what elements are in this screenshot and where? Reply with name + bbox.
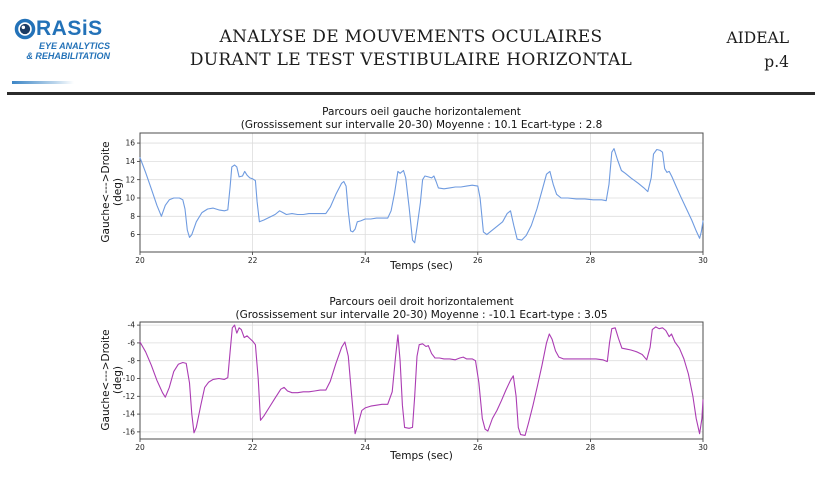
y-tick-label: 16 (125, 139, 135, 148)
eye-logo-icon (14, 18, 36, 40)
y-tick-label: 10 (125, 194, 135, 203)
chart1-xlabel: Temps (sec) (390, 260, 453, 272)
chart2-title-line2: (Grossissement sur intervalle 20-30) Moy… (235, 308, 608, 321)
x-tick-label: 24 (360, 443, 370, 452)
y-tick-label: -6 (128, 339, 136, 348)
orasis-logo: RASiS EYE ANALYTICS & REHABILITATION (14, 18, 114, 61)
x-tick-label: 26 (473, 256, 483, 265)
x-tick-label: 26 (473, 443, 483, 452)
document-title-line1: ANALYSE DE MOUVEMENTS OCULAIRES (219, 27, 603, 47)
logo-tagline-line1: EYE ANALYTICS (38, 41, 110, 51)
x-tick-label: 28 (586, 256, 596, 265)
plot-frame (139, 321, 704, 440)
y-tick-label: -12 (123, 392, 135, 401)
y-tick-label: 14 (125, 157, 135, 166)
y-tick-label: -10 (123, 374, 135, 383)
logo-brand-text: RASiS (36, 17, 103, 40)
y-tick-label: -14 (123, 410, 135, 419)
document-corner: AIDEAL p.4 (726, 26, 789, 74)
y-tick-label: 12 (125, 175, 135, 184)
y-tick-label: -8 (128, 356, 136, 365)
x-tick-label: 22 (248, 256, 258, 265)
x-tick-label: 24 (360, 256, 370, 265)
logo-tagline: EYE ANALYTICS & REHABILITATION (14, 41, 110, 61)
plot-frame (139, 132, 704, 253)
trace-line (139, 324, 704, 436)
chart1-title-line1: Parcours oeil gauche horizontalement (322, 106, 521, 118)
chart2-title: Parcours oeil droit horizontalement (Gro… (140, 296, 703, 321)
x-tick-label: 20 (135, 443, 145, 452)
x-tick-label: 30 (698, 256, 708, 265)
x-tick-label: 22 (248, 443, 258, 452)
logo-tagline-line2: & REHABILITATION (26, 51, 110, 61)
x-tick-label: 28 (586, 443, 596, 452)
header-divider (7, 92, 815, 95)
chart1-title: Parcours oeil gauche horizontalement (Gr… (140, 106, 703, 131)
y-tick-label: 6 (130, 230, 135, 239)
y-tick-label: -16 (123, 427, 135, 436)
page-number: p.4 (764, 53, 789, 71)
chart2-xlabel: Temps (sec) (390, 450, 453, 462)
document-title: ANALYSE DE MOUVEMENTS OCULAIRES DURANT L… (111, 26, 711, 72)
logo-wordmark: RASiS (14, 18, 114, 40)
x-tick-label: 20 (135, 256, 145, 265)
y-tick-label: -4 (128, 321, 136, 330)
doc-label: AIDEAL (726, 29, 789, 47)
x-tick-label: 30 (698, 443, 708, 452)
logo-underline (12, 81, 74, 84)
chart1-title-line2: (Grossissement sur intervalle 20-30) Moy… (240, 118, 603, 131)
chart2-title-line1: Parcours oeil droit horizontalement (329, 296, 514, 308)
document-title-line2: DURANT LE TEST VESTIBULAIRE HORIZONTAL (189, 50, 633, 70)
y-tick-label: 8 (130, 212, 135, 221)
trace-line (139, 148, 704, 244)
